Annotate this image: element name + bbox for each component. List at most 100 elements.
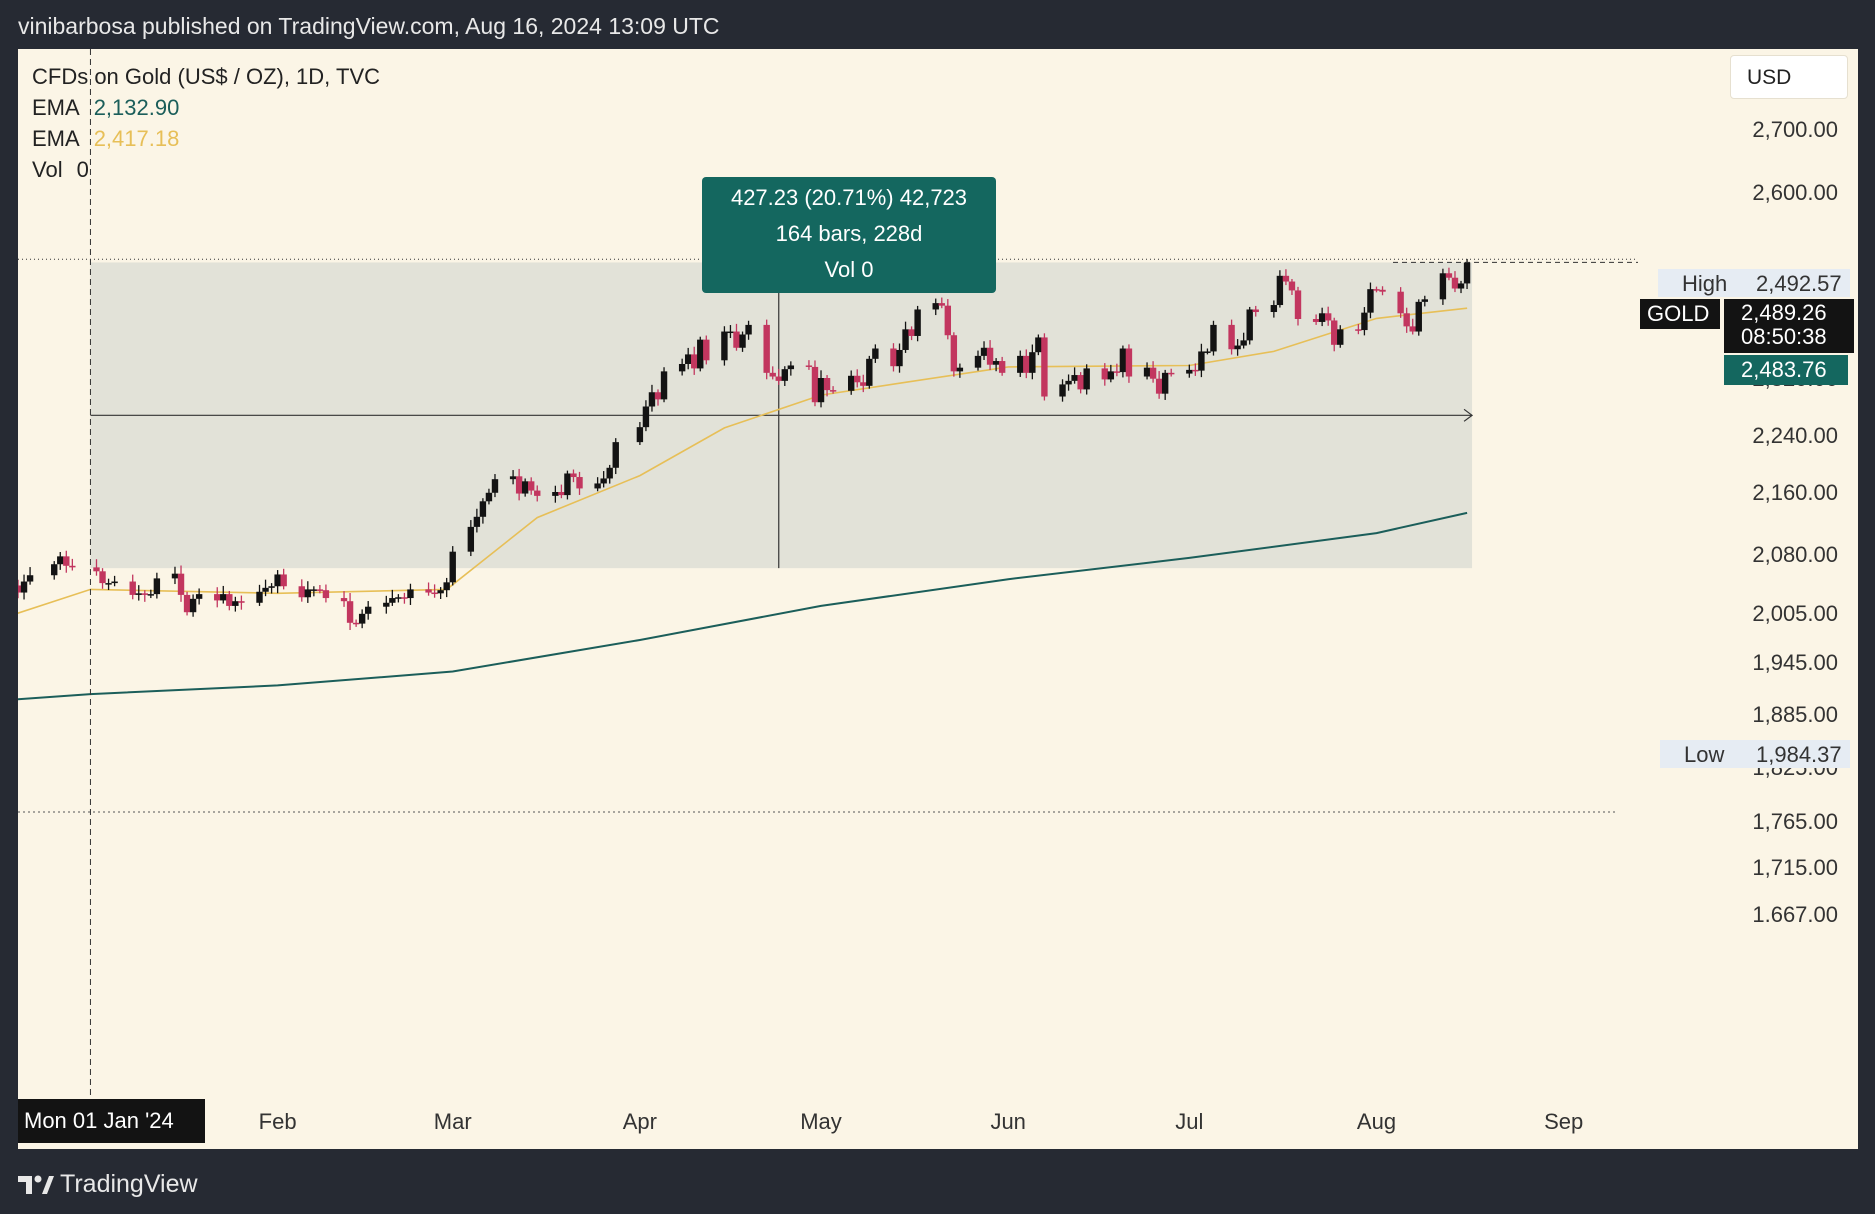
candle-body xyxy=(1312,319,1320,322)
y-tick-label: 1,945.00 xyxy=(1752,650,1838,675)
candle-body xyxy=(600,478,607,484)
candle xyxy=(594,477,601,492)
candle xyxy=(1198,343,1205,378)
candle-body xyxy=(298,586,305,598)
ema-slow-value: 2,132.90 xyxy=(93,95,180,120)
candle xyxy=(890,343,897,372)
candle xyxy=(214,587,221,608)
candle-body xyxy=(552,492,559,496)
candle-body xyxy=(1463,262,1471,284)
candle xyxy=(684,347,692,370)
candle xyxy=(1119,345,1127,378)
candle xyxy=(1337,325,1344,348)
candle xyxy=(860,374,867,393)
candle xyxy=(1107,364,1115,383)
footer: TradingView xyxy=(0,1160,1875,1214)
candle-body xyxy=(787,365,795,370)
candle-body xyxy=(1017,355,1024,373)
candle-body xyxy=(256,591,263,603)
y-tick-label: 2,080.00 xyxy=(1752,542,1838,567)
candle-body xyxy=(1451,277,1459,289)
candle xyxy=(1041,333,1048,401)
candle xyxy=(1059,379,1066,402)
candle-body xyxy=(111,581,118,584)
candle xyxy=(1331,317,1338,352)
candle xyxy=(1101,363,1108,386)
candle-body xyxy=(697,339,704,369)
x-tick-label: Sep xyxy=(1544,1109,1583,1134)
candle-body xyxy=(1198,351,1205,371)
candle xyxy=(1023,349,1030,379)
tradingview-logo-icon xyxy=(18,1175,54,1194)
candle xyxy=(26,567,34,585)
candle-body xyxy=(1331,320,1338,345)
candle xyxy=(950,332,958,377)
candle xyxy=(534,485,541,502)
candle-body xyxy=(1192,369,1199,372)
candle xyxy=(1252,305,1259,317)
candle-body xyxy=(226,594,233,606)
candle xyxy=(1451,271,1459,293)
candle-body xyxy=(932,303,939,310)
measure-line-1: 427.23 (20.71%) 42,723 xyxy=(730,185,968,210)
candle-body xyxy=(280,574,287,587)
candle xyxy=(1403,307,1410,333)
candle-body xyxy=(1228,324,1235,350)
candle-body xyxy=(848,375,855,391)
candle-body xyxy=(238,601,245,603)
last-price-tag: 2,489.26 08:50:38 xyxy=(1724,299,1854,353)
candle xyxy=(896,343,903,373)
currency-button[interactable]: USD xyxy=(1730,55,1848,99)
candle xyxy=(401,592,408,604)
candle-body xyxy=(189,598,197,613)
candle-body xyxy=(26,575,34,582)
chart-area[interactable]: 2,700.002,600.002,400.002,320.002,240.00… xyxy=(18,49,1858,1149)
candle-body xyxy=(262,587,269,592)
candle xyxy=(298,579,305,602)
candle xyxy=(63,550,70,573)
candle-body xyxy=(1282,275,1290,282)
candle-body xyxy=(1445,273,1453,278)
candle-body xyxy=(509,476,517,480)
candle-body xyxy=(733,331,740,348)
candle-body xyxy=(358,613,366,624)
candle-body xyxy=(1113,371,1121,373)
symbol-line: CFDs on Gold (US$ / OZ), 1D, TVC xyxy=(32,64,381,89)
candle xyxy=(57,551,64,570)
volume-row: Vol 0 xyxy=(32,154,380,185)
price-chart[interactable]: 2,700.002,600.002,400.002,320.002,240.00… xyxy=(18,49,1858,1149)
candle-body xyxy=(443,582,450,591)
candle xyxy=(407,583,414,605)
candle xyxy=(18,579,22,599)
candle xyxy=(1234,339,1241,356)
x-tick-label: Jun xyxy=(990,1109,1025,1134)
bar-countdown: 08:50:38 xyxy=(1741,324,1827,349)
candle xyxy=(220,585,227,604)
candle-body xyxy=(1361,312,1368,331)
candle xyxy=(232,596,239,612)
candle-body xyxy=(896,349,903,367)
candle xyxy=(322,584,330,603)
candle-body xyxy=(401,597,408,599)
candle xyxy=(280,568,287,590)
candle-body xyxy=(980,347,988,356)
candle-body xyxy=(1155,378,1163,394)
candle xyxy=(564,470,571,500)
candle xyxy=(485,488,493,505)
candle xyxy=(1324,306,1332,326)
candle-body xyxy=(1252,309,1259,313)
candle xyxy=(721,326,728,366)
candle xyxy=(600,471,607,488)
candle-body xyxy=(1318,313,1326,322)
candle-body xyxy=(63,556,70,566)
ema-slow-label: EMA xyxy=(32,95,80,120)
candle-body xyxy=(1071,375,1078,381)
chart-legend: CFDs on Gold (US$ / OZ), 1D, TVC EMA 2,13… xyxy=(32,61,380,185)
y-tick-label: 2,005.00 xyxy=(1752,601,1838,626)
candle xyxy=(1240,332,1247,349)
candle xyxy=(1192,363,1199,376)
candle-body xyxy=(1337,329,1344,345)
candle-body xyxy=(908,329,915,336)
candle-body xyxy=(594,483,601,489)
y-tick-label: 2,160.00 xyxy=(1752,480,1838,505)
